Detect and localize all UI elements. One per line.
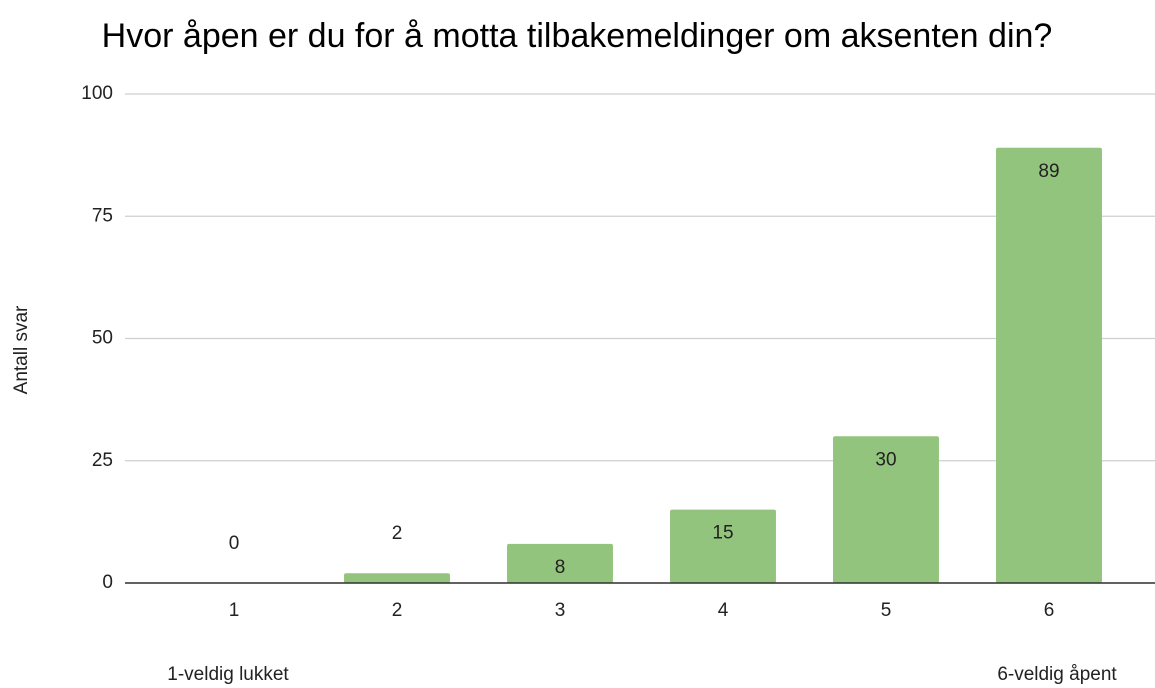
x-tick-label: 2 [392,600,403,621]
y-tick-label: 50 [92,328,113,349]
bar [344,573,450,583]
y-tick-label: 75 [92,205,113,226]
chart-title: Hvor åpen er du for å motta tilbakemeldi… [102,17,1053,55]
x-tick-label: 6 [1044,600,1055,621]
x-tick-label: 4 [718,600,729,621]
y-axis-label: Antall svar [11,305,32,394]
y-tick-label: 100 [81,83,113,104]
annotation: 6-veldig åpent [997,664,1117,685]
data-label: 30 [875,449,896,470]
data-label: 8 [555,557,566,578]
x-tick-label: 3 [555,600,566,621]
x-tick-label: 1 [229,600,240,621]
data-label: 2 [392,523,403,544]
bar [507,543,613,583]
y-tick-label: 0 [102,572,113,593]
data-label: 15 [712,523,733,544]
bar [996,147,1102,584]
data-label: 89 [1038,161,1059,182]
bar [833,436,939,583]
bar [670,509,776,583]
y-tick-label: 25 [92,450,113,471]
annotation: 1-veldig lukket [167,664,289,685]
x-tick-label: 5 [881,600,892,621]
data-label: 0 [229,533,240,554]
